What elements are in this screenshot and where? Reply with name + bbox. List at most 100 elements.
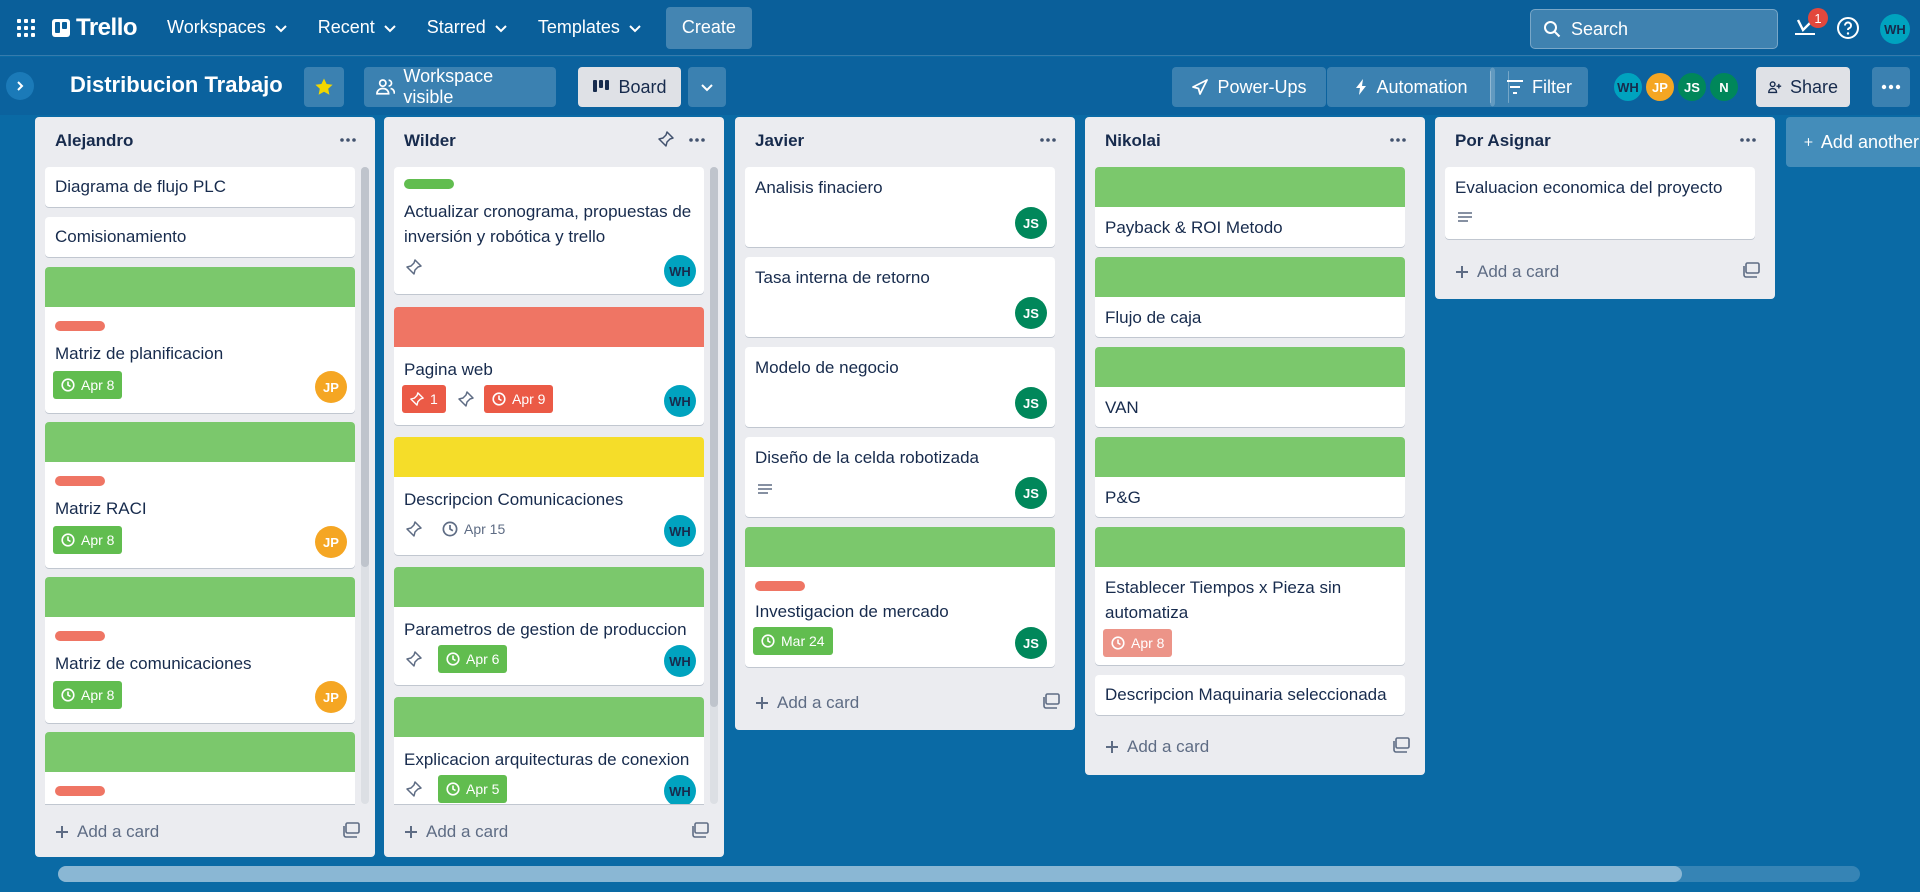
card[interactable]: Matriz RACI Apr 8 JP — [45, 422, 355, 568]
card[interactable]: Evaluacion economica del proyecto — [1445, 167, 1755, 239]
card-member-avatar[interactable]: JS — [1015, 207, 1047, 239]
user-avatar[interactable]: WH — [1880, 14, 1910, 44]
card[interactable]: Diseño de la celda robotizada JS — [745, 437, 1055, 517]
pin-icon[interactable] — [658, 131, 674, 147]
add-card-button[interactable]: Add a card — [55, 822, 159, 842]
card[interactable]: Descripcion Maquinaria seleccionada — [1095, 675, 1405, 715]
list-menu-button[interactable] — [335, 127, 361, 153]
list-menu-button[interactable] — [1735, 127, 1761, 153]
nav-workspaces[interactable]: Workspaces — [155, 8, 300, 48]
list-scrollbar[interactable] — [361, 167, 369, 804]
due-date-badge[interactable]: Apr 9 — [484, 385, 554, 413]
card[interactable]: Actualizar cronograma, propuestas de inv… — [394, 167, 704, 294]
due-date-badge[interactable]: Apr 8 — [53, 526, 123, 554]
board-horizontal-scrollbar[interactable] — [58, 866, 1860, 882]
card-member-avatar[interactable]: WH — [664, 775, 696, 804]
member-avatar[interactable]: N — [1708, 71, 1740, 103]
card[interactable]: Diagrama de flujo PLC — [45, 167, 355, 207]
filter-button[interactable]: Filter — [1490, 67, 1588, 107]
board-view-button[interactable]: Board — [578, 67, 681, 107]
list-scrollbar[interactable] — [710, 167, 718, 804]
card-label[interactable] — [55, 786, 105, 796]
card[interactable]: Matriz de comunicaciones Apr 8 JP — [45, 577, 355, 723]
card-member-avatar[interactable]: JP — [315, 681, 347, 713]
due-date-badge[interactable]: Apr 8 — [53, 371, 123, 399]
member-avatar[interactable]: JP — [1644, 71, 1676, 103]
help-button[interactable] — [1836, 16, 1860, 40]
card[interactable]: Analisis finaciero JS — [745, 167, 1055, 247]
powerups-button[interactable]: Power-Ups — [1172, 67, 1326, 107]
due-date-badge[interactable]: Mar 24 — [753, 627, 833, 655]
due-date-badge[interactable]: Apr 6 — [438, 645, 508, 673]
card-member-avatar[interactable]: WH — [664, 515, 696, 547]
card-label[interactable] — [55, 321, 105, 331]
card[interactable]: Tasa interna de retorno JS — [745, 257, 1055, 337]
due-date-badge[interactable]: Apr 8 — [1103, 629, 1173, 657]
nav-templates[interactable]: Templates — [526, 8, 654, 48]
card-member-avatar[interactable]: JP — [315, 526, 347, 558]
list-title[interactable]: Por Asignar — [1455, 131, 1551, 150]
card[interactable]: VAN — [1095, 347, 1405, 427]
due-date-badge[interactable]: Apr 5 — [438, 775, 508, 803]
add-card-button[interactable]: Add a card — [1455, 262, 1559, 282]
star-board-button[interactable] — [304, 67, 344, 107]
add-card-button[interactable]: Add a card — [404, 822, 508, 842]
card-template-icon[interactable] — [343, 822, 361, 838]
card-member-avatar[interactable]: WH — [664, 645, 696, 677]
card[interactable]: Investigacion de mercado Mar 24 JS — [745, 527, 1055, 667]
pin-count-badge[interactable]: 1 — [402, 385, 446, 413]
visibility-button[interactable]: Workspace visible — [364, 66, 556, 107]
list-scrollbar-thumb[interactable] — [361, 167, 369, 567]
view-switcher-button[interactable] — [688, 67, 726, 107]
card[interactable]: Payback & ROI Metodo — [1095, 167, 1405, 247]
list-title[interactable]: Nikolai — [1105, 131, 1161, 150]
app-switcher-icon[interactable] — [2, 0, 50, 56]
card[interactable]: Modelo de negocio JS — [745, 347, 1055, 427]
card[interactable]: Descripcion Comunicaciones Apr 15 WH — [394, 437, 704, 555]
member-avatar[interactable]: WH — [1612, 71, 1644, 103]
board-menu-button[interactable] — [1872, 67, 1910, 107]
card-member-avatar[interactable]: WH — [664, 385, 696, 417]
list-title[interactable]: Javier — [755, 131, 805, 150]
add-list-button[interactable]: Add another list — [1786, 117, 1920, 167]
search-input[interactable]: Search — [1530, 9, 1778, 49]
card-member-avatar[interactable]: WH — [664, 255, 696, 287]
card-member-avatar[interactable]: JS — [1015, 387, 1047, 419]
nav-starred[interactable]: Starred — [415, 8, 520, 48]
card[interactable]: Parametros de gestion de produccion Apr … — [394, 567, 704, 685]
card-label[interactable] — [755, 581, 805, 591]
card[interactable]: Establecer Tiempos x Pieza sin automatiz… — [1095, 527, 1405, 665]
card[interactable]: Matriz de planificacion Apr 8 JP — [45, 267, 355, 413]
card-template-icon[interactable] — [692, 822, 710, 838]
card-member-avatar[interactable]: JS — [1015, 297, 1047, 329]
create-button[interactable]: Create — [665, 6, 752, 49]
add-card-button[interactable]: Add a card — [755, 693, 859, 713]
card[interactable]: Explicacion arquitecturas de conexion Ap… — [394, 697, 704, 804]
card[interactable]: Comisionamiento — [45, 217, 355, 257]
card-template-icon[interactable] — [1743, 262, 1761, 278]
card[interactable]: P&G — [1095, 437, 1405, 517]
trello-logo[interactable]: Trello — [52, 14, 138, 42]
due-date-badge[interactable]: Apr 8 — [53, 681, 123, 709]
board-scrollbar-thumb[interactable] — [58, 866, 1682, 882]
nav-recent[interactable]: Recent — [306, 8, 409, 48]
card[interactable] — [45, 732, 355, 804]
list-menu-button[interactable] — [1385, 127, 1411, 153]
card-label[interactable] — [55, 476, 105, 486]
list-menu-button[interactable] — [1035, 127, 1061, 153]
share-button[interactable]: Share — [1756, 67, 1850, 107]
due-date-badge[interactable]: Apr 15 — [442, 515, 505, 543]
card-member-avatar[interactable]: JS — [1015, 477, 1047, 509]
card-member-avatar[interactable]: JP — [315, 371, 347, 403]
board-title[interactable]: Distribucion Trabajo — [70, 72, 283, 97]
card-label[interactable] — [55, 631, 105, 641]
card[interactable]: Pagina web 1 Apr 9 WH — [394, 307, 704, 425]
card-label[interactable] — [404, 179, 454, 189]
list-scrollbar-thumb[interactable] — [710, 167, 718, 707]
list-title[interactable]: Wilder — [404, 131, 456, 150]
sidebar-toggle[interactable] — [6, 72, 34, 100]
card[interactable]: Flujo de caja — [1095, 257, 1405, 337]
list-menu-button[interactable] — [684, 127, 710, 153]
automation-button[interactable]: Automation — [1327, 67, 1495, 107]
add-card-button[interactable]: Add a card — [1105, 737, 1209, 757]
